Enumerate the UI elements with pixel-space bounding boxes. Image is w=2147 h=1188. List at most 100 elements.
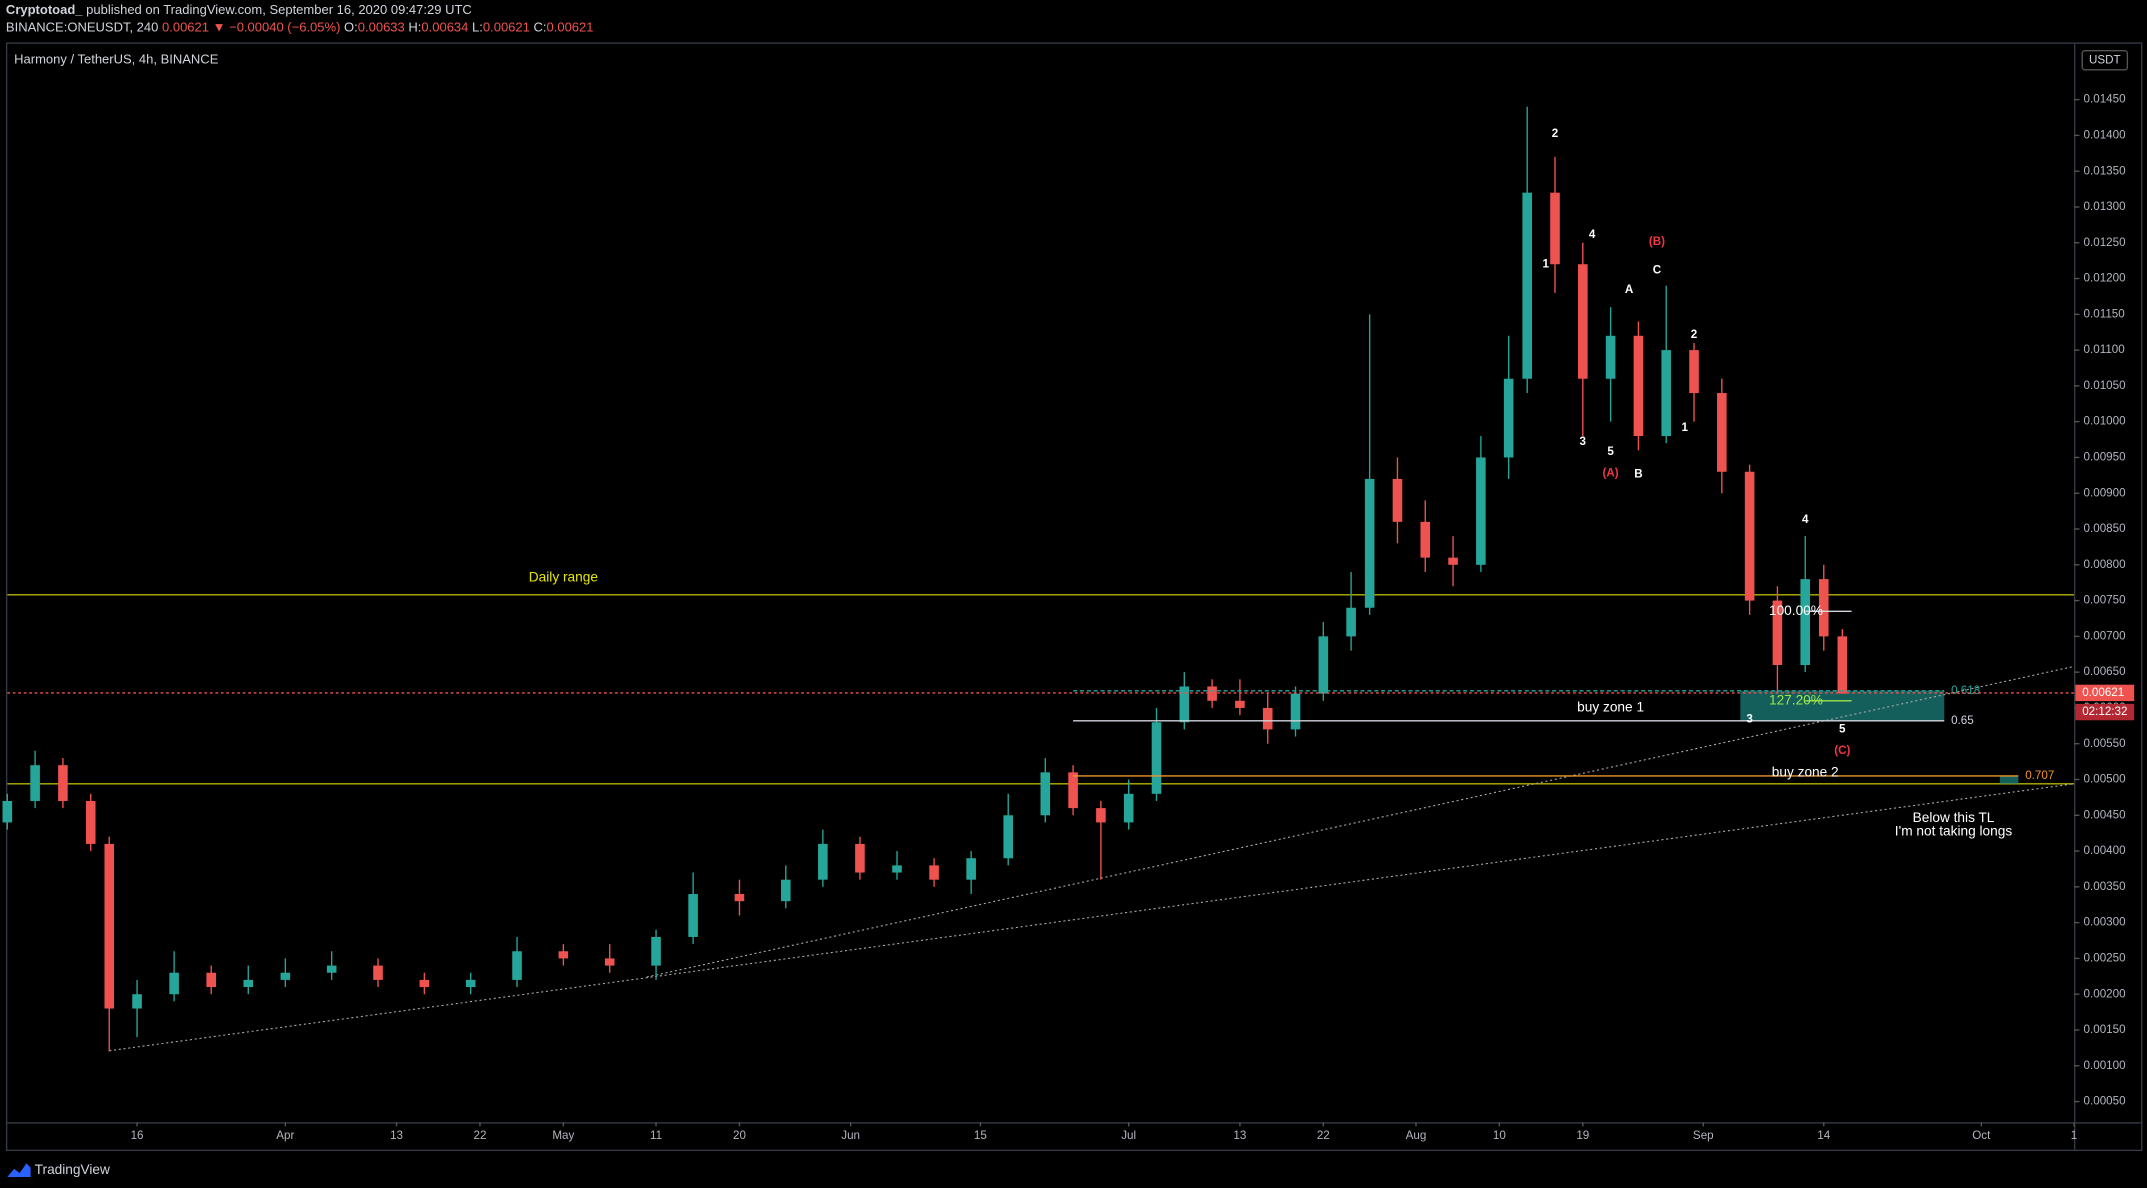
candle-body (1207, 686, 1217, 701)
candle-body (1550, 192, 1560, 265)
candle-body (781, 879, 791, 902)
y-tick-label: 0.00500 (2084, 773, 2127, 786)
candle-body (966, 858, 976, 880)
annotation: 3 (1746, 712, 1753, 725)
candle-body (1179, 686, 1190, 723)
y-tick-label: 0.01450 (2084, 93, 2127, 106)
y-tick-label: 0.01100 (2084, 343, 2126, 356)
candle-body (58, 765, 68, 801)
trendline (646, 665, 2075, 978)
annotation: 2 (1691, 328, 1697, 341)
x-tick-label: Aug (1406, 1129, 1427, 1142)
x-tick-label: Oct (1972, 1129, 1991, 1142)
y-tick-label: 0.00700 (2084, 629, 2127, 642)
annotation: A (1625, 283, 1634, 296)
ohlc-o-label: O: (344, 20, 358, 35)
ohlc-l-label: L: (472, 20, 483, 35)
fib-label: 0.618 (1951, 684, 1980, 697)
x-tick-label: 22 (473, 1129, 486, 1142)
header-line-2: BINANCE:ONEUSDT, 240 0.00621 ▼ −0.00040 … (6, 20, 594, 35)
candle-body (132, 994, 142, 1009)
candle-body (243, 979, 254, 988)
candle-body (1448, 557, 1458, 565)
candle-body (1800, 579, 1811, 665)
y-tick-label: 0.00750 (2084, 594, 2127, 607)
annotation: 4 (1589, 228, 1596, 241)
candle-body (512, 951, 522, 980)
annotation: Below this TL (1913, 810, 1995, 825)
candle-body (206, 972, 216, 988)
candle-body (1522, 192, 1532, 379)
candle-body (558, 951, 569, 959)
candle-body (1717, 393, 1727, 472)
x-tick-label: 15 (974, 1129, 987, 1142)
annotation: (B) (1649, 235, 1665, 248)
y-tick-label: 0.01350 (2084, 164, 2127, 177)
annotation: 5 (1839, 722, 1846, 735)
y-tick-label: 0.00450 (2084, 808, 2127, 821)
ohlc-c-label: C: (534, 20, 547, 35)
candle-body (1262, 707, 1273, 730)
candle-body (1003, 815, 1014, 859)
annotation: I'm not taking longs (1895, 823, 2013, 838)
candle-body (465, 979, 476, 988)
chart-frame (5, 42, 2143, 1152)
y-tick-label: 0.00400 (2084, 844, 2127, 857)
currency-label[interactable]: USDT (2089, 53, 2121, 66)
x-tick-label: May (552, 1129, 574, 1142)
candle-body (929, 865, 939, 880)
symbol: BINANCE:ONEUSDT, 240 (6, 20, 158, 35)
candle-body (1235, 700, 1245, 708)
x-tick-label: 16 (131, 1129, 144, 1142)
candle-body (419, 979, 430, 988)
ohlc-h: 0.00634 (421, 20, 468, 35)
candle-body (280, 972, 291, 980)
candle-body (1151, 722, 1162, 794)
candle-body (1392, 478, 1403, 522)
annotation: 2 (1552, 127, 1558, 140)
candle-body (1364, 478, 1375, 608)
annotation: Daily range (529, 569, 598, 584)
ohlc-c: 0.00621 (547, 20, 594, 35)
y-tick-label: 0.01400 (2084, 128, 2127, 141)
candle-body (1096, 808, 1106, 823)
x-tick-label: 1 (2071, 1129, 2077, 1142)
change: ▼ −0.00040 (−6.05%) (213, 20, 341, 35)
y-tick-label: 0.01300 (2084, 200, 2127, 213)
candle-body (1318, 636, 1329, 694)
fib-label: 0.65 (1951, 714, 1974, 727)
header-line-1: Cryptotoad_ published on TradingView.com… (6, 2, 472, 17)
y-tick-label: 0.00350 (2084, 880, 2127, 893)
candle-body (1346, 607, 1356, 637)
candle-body (169, 972, 179, 995)
x-tick-label: 11 (650, 1129, 662, 1142)
x-tick-label: 19 (1576, 1129, 1589, 1142)
chart-title: Harmony / TetherUS, 4h, BINANCE (14, 52, 219, 67)
annotation: (A) (1603, 466, 1619, 479)
candle-body (1420, 521, 1431, 558)
y-tick-label: 0.00050 (2084, 1095, 2127, 1108)
candle-body (373, 965, 383, 980)
candle-body (326, 965, 337, 973)
y-tick-label: 0.01050 (2084, 379, 2127, 392)
candle-body (1476, 457, 1486, 565)
y-tick-label: 0.01000 (2084, 415, 2127, 428)
x-tick-label: 14 (1817, 1129, 1830, 1142)
candle-body (892, 865, 902, 873)
candle-body (1578, 264, 1588, 379)
currency-button[interactable] (2081, 49, 2129, 71)
y-tick-label: 0.00950 (2084, 451, 2127, 464)
annotation: B (1634, 468, 1642, 481)
y-tick-label: 0.00900 (2084, 486, 2127, 499)
candle-body (2, 800, 13, 823)
annotation: 4 (1802, 513, 1809, 526)
ohlc-o: 0.00633 (358, 20, 405, 35)
candle-body (1772, 600, 1783, 665)
countdown-badge (2075, 703, 2135, 721)
fib-label: 0.707 (2025, 769, 2054, 782)
candle-body (818, 843, 828, 880)
candle-body (1633, 335, 1644, 436)
candle-body (1068, 772, 1078, 809)
x-tick-label: Apr (276, 1129, 294, 1142)
